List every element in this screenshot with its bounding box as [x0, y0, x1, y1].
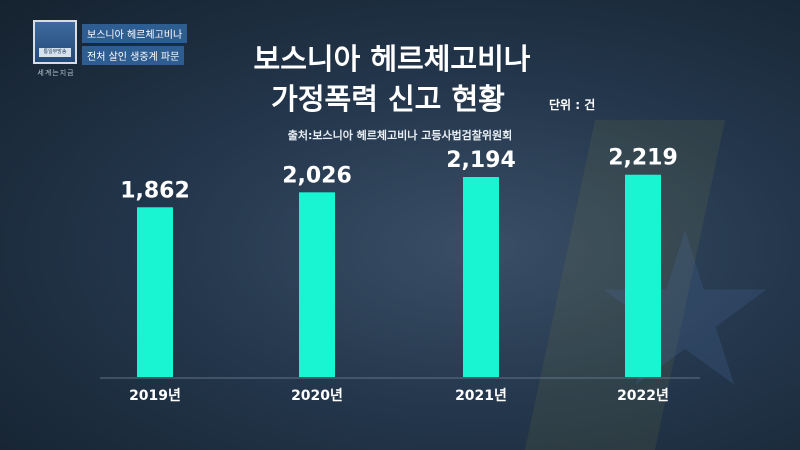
source-note: 출처:보스니아 헤르체고비나 고등사법검찰위원회 — [287, 129, 513, 142]
program-caption: 세계는지금 — [37, 69, 75, 77]
bar-2020년 — [299, 192, 335, 377]
category-label: 2019년 — [129, 388, 181, 404]
broadcaster-logo: 통일부방송 — [33, 20, 77, 64]
headline-line-2: 전처 살인 생중계 파문 — [82, 46, 185, 65]
bar-2022년 — [625, 174, 661, 377]
bar-2019년 — [137, 207, 173, 377]
unit-label: 단위 : 건 — [549, 98, 596, 112]
headline-line-1: 보스니아 헤르체고비나 — [82, 24, 188, 43]
logo-text: 통일부방송 — [39, 48, 71, 57]
category-label: 2021년 — [455, 388, 507, 404]
chart-title-line-2: 가정폭력 신고 현황 — [271, 82, 505, 116]
bar-2021년 — [463, 177, 499, 377]
category-label: 2020년 — [291, 388, 343, 404]
chart-title-line-1: 보스니아 헤르체고비나 — [253, 42, 531, 76]
value-label: 1,862 — [120, 178, 190, 203]
category-label: 2022년 — [617, 388, 669, 404]
value-label: 2,026 — [282, 163, 352, 188]
news-headline: 보스니아 헤르체고비나 전처 살인 생중계 파문 — [82, 24, 188, 68]
value-label: 2,219 — [608, 146, 678, 171]
value-label: 2,194 — [446, 148, 516, 173]
